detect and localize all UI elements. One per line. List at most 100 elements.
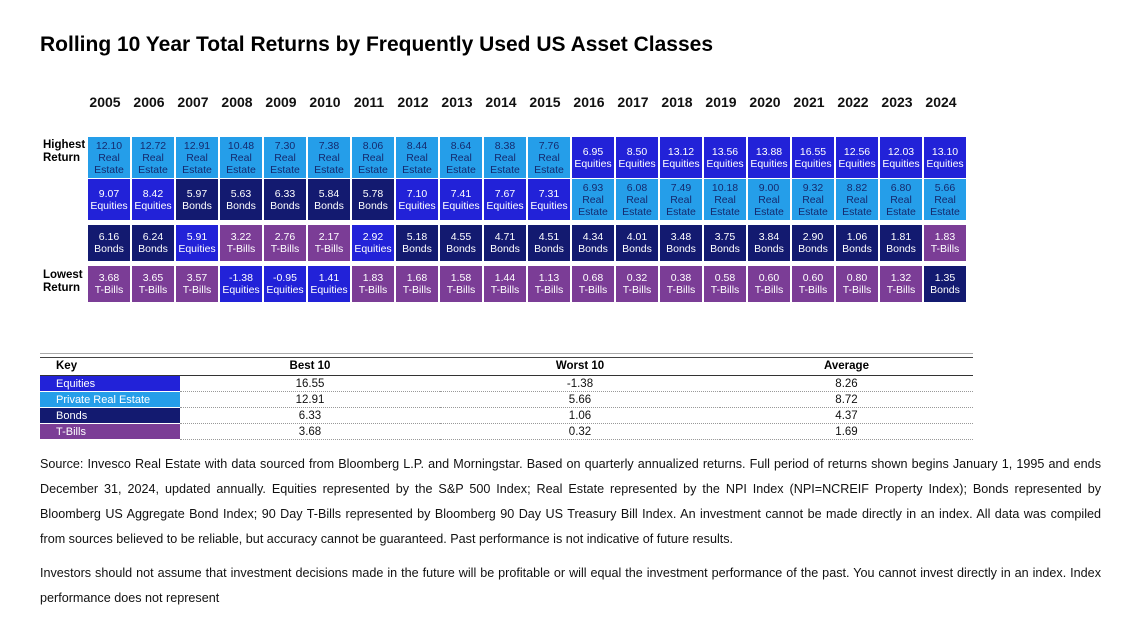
return-cell-t_bills: 0.58 T-Bills bbox=[704, 266, 746, 302]
return-value: 4.34 bbox=[582, 231, 604, 243]
asset-label: Equities bbox=[310, 284, 348, 296]
return-cell-equities: 13.56 Equities bbox=[704, 137, 746, 178]
return-cell-equities: 13.12 Equities bbox=[660, 137, 702, 178]
year-label: 2022 bbox=[837, 94, 869, 110]
return-cell-equities: 8.50 Equities bbox=[616, 137, 658, 178]
asset-label: Bonds bbox=[798, 243, 828, 255]
returns-matrix: Highest Return Lowest Return 12.10 Real E… bbox=[0, 137, 1121, 303]
return-value: 16.55 bbox=[799, 145, 827, 158]
return-cell-equities: 2.92 Equities bbox=[352, 225, 394, 261]
disclaimer-note: Investors should not assume that investm… bbox=[40, 566, 1101, 605]
asset-label: Bonds bbox=[358, 199, 388, 212]
return-value: 13.12 bbox=[667, 145, 695, 158]
return-cell-t_bills: 1.68 T-Bills bbox=[396, 266, 438, 302]
return-value: -1.38 bbox=[229, 272, 253, 284]
year-label: 2017 bbox=[617, 94, 649, 110]
year-label: 2011 bbox=[353, 94, 385, 110]
return-value: 8.82 bbox=[846, 181, 868, 194]
year-label: 2010 bbox=[309, 94, 341, 110]
return-cell-real_estate: 7.30 Real Estate bbox=[264, 137, 306, 178]
return-cell-bonds: 1.35 Bonds bbox=[924, 266, 966, 302]
return-value: 7.10 bbox=[406, 187, 428, 200]
key-swatch-equities: Equities bbox=[40, 375, 180, 392]
asset-label: Real Estate bbox=[270, 151, 300, 176]
return-cell-real_estate: 12.10 Real Estate bbox=[88, 137, 130, 178]
return-cell-bonds: 3.75 Bonds bbox=[704, 225, 746, 261]
return-cell-t_bills: 1.44 T-Bills bbox=[484, 266, 526, 302]
return-value: 8.50 bbox=[626, 145, 648, 158]
return-cell-equities: 12.03 Equities bbox=[880, 137, 922, 178]
return-value: 5.78 bbox=[362, 187, 384, 200]
return-value: 0.38 bbox=[670, 272, 692, 284]
key-value-average: 4.37 bbox=[720, 407, 973, 424]
asset-label: Bonds bbox=[226, 199, 256, 212]
asset-label: Real Estate bbox=[446, 151, 476, 176]
year-label: 2005 bbox=[89, 94, 121, 110]
asset-label: T-Bills bbox=[490, 284, 520, 296]
return-cell-equities: 8.42 Equities bbox=[132, 179, 174, 220]
asset-label: Equities bbox=[882, 157, 920, 170]
return-cell-equities: 9.07 Equities bbox=[88, 179, 130, 220]
asset-label: Real Estate bbox=[358, 151, 388, 176]
asset-label: Bonds bbox=[314, 199, 344, 212]
asset-label: Bonds bbox=[842, 243, 872, 255]
asset-label: T-Bills bbox=[710, 284, 740, 296]
return-value: 7.30 bbox=[274, 139, 296, 152]
return-value: 1.35 bbox=[934, 272, 956, 284]
asset-label: T-Bills bbox=[446, 284, 476, 296]
asset-label: T-Bills bbox=[270, 243, 300, 255]
return-value: 3.68 bbox=[98, 272, 120, 284]
year-label: 2014 bbox=[485, 94, 517, 110]
return-cell-t_bills: 3.68 T-Bills bbox=[88, 266, 130, 302]
return-cell-bonds: 4.55 Bonds bbox=[440, 225, 482, 261]
return-value: 0.60 bbox=[802, 272, 824, 284]
return-value: 8.64 bbox=[450, 139, 472, 152]
return-value: 3.84 bbox=[758, 231, 780, 243]
key-table: Key Best 10 Worst 10 Average Equities 16.… bbox=[40, 357, 973, 440]
asset-label: Bonds bbox=[490, 243, 520, 255]
return-value: 12.03 bbox=[887, 145, 915, 158]
return-value: 7.49 bbox=[670, 181, 692, 194]
return-value: 3.75 bbox=[714, 231, 736, 243]
key-table-wrap: Key Best 10 Worst 10 Average Equities 16.… bbox=[40, 353, 973, 440]
return-cell-t_bills: 1.83 T-Bills bbox=[352, 266, 394, 302]
asset-label: Equities bbox=[530, 199, 568, 212]
key-value-worst: 5.66 bbox=[440, 391, 720, 408]
year-label: 2020 bbox=[749, 94, 781, 110]
asset-label: Bonds bbox=[138, 243, 168, 255]
page-title: Rolling 10 Year Total Returns by Frequen… bbox=[40, 33, 713, 56]
return-value: 6.80 bbox=[890, 181, 912, 194]
asset-label: Equities bbox=[442, 199, 480, 212]
asset-label: T-Bills bbox=[534, 284, 564, 296]
return-value: 5.84 bbox=[318, 187, 340, 200]
return-cell-t_bills: 1.13 T-Bills bbox=[528, 266, 570, 302]
return-value: 4.01 bbox=[626, 231, 648, 243]
return-value: 2.92 bbox=[362, 231, 384, 243]
return-cell-equities: 6.95 Equities bbox=[572, 137, 614, 178]
key-value-best: 3.68 bbox=[180, 423, 440, 440]
asset-label: Bonds bbox=[534, 243, 564, 255]
key-swatch-real_estate: Private Real Estate bbox=[40, 391, 180, 408]
return-value: 8.06 bbox=[362, 139, 384, 152]
return-cell-real_estate: 7.76 Real Estate bbox=[528, 137, 570, 178]
key-value-worst: 0.32 bbox=[440, 423, 720, 440]
return-cell-real_estate: 5.66 Real Estate bbox=[924, 179, 966, 220]
year-row: 2005 2006 2007 2008 2009 2010 2011 2012 2013 2014… bbox=[84, 94, 1121, 110]
return-value: 9.32 bbox=[802, 181, 824, 194]
asset-label: Bonds bbox=[710, 243, 740, 255]
asset-label: Equities bbox=[838, 157, 876, 170]
return-cell-real_estate: 6.93 Real Estate bbox=[572, 179, 614, 220]
asset-label: Real Estate bbox=[710, 193, 740, 218]
key-row: Equities 16.55 -1.38 8.26 bbox=[40, 375, 973, 392]
return-cell-equities: -0.95 Equities bbox=[264, 266, 306, 302]
return-cell-bonds: 6.33 Bonds bbox=[264, 179, 306, 220]
return-cell-real_estate: 9.00 Real Estate bbox=[748, 179, 790, 220]
asset-label: Equities bbox=[178, 243, 216, 255]
key-value-best: 12.91 bbox=[180, 391, 440, 408]
return-cell-equities: 7.10 Equities bbox=[396, 179, 438, 220]
return-cell-real_estate: 12.91 Real Estate bbox=[176, 137, 218, 178]
return-cell-real_estate: 6.80 Real Estate bbox=[880, 179, 922, 220]
year-label: 2013 bbox=[441, 94, 473, 110]
return-value: 0.80 bbox=[846, 272, 868, 284]
year-label: 2012 bbox=[397, 94, 429, 110]
